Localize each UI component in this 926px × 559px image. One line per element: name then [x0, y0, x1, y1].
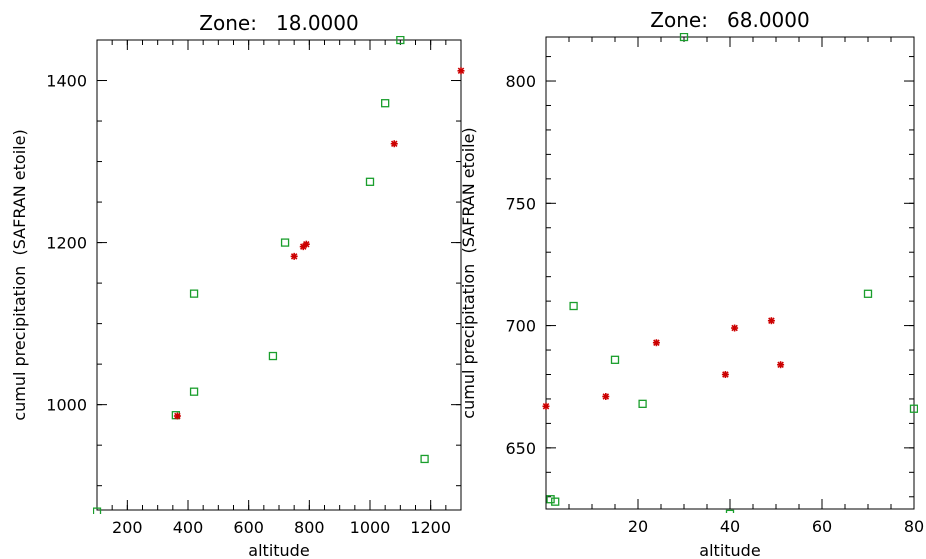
x-tick-label: 20 [628, 517, 648, 536]
x-tick-label: 60 [812, 517, 832, 536]
star-marker-point [302, 240, 310, 248]
plot-frame [96, 39, 462, 511]
x-tick-label: 400 [173, 518, 204, 537]
y-axis-label: cumul precipitation (SAFRAN etoile) [459, 127, 478, 418]
x-tick-label: 40 [720, 517, 740, 536]
star-marker-point [721, 370, 729, 378]
x-tick-label: 1200 [410, 518, 451, 537]
star-marker-point [731, 324, 739, 332]
square-marker-point [396, 36, 405, 45]
square-marker-point [725, 509, 735, 513]
star-marker-point [290, 252, 298, 260]
square-marker-point [189, 289, 199, 298]
chart-title: Zone: 68.0000 [650, 8, 809, 32]
square-marker-point [569, 301, 578, 311]
x-axis-label: altitude [699, 541, 760, 559]
x-tick-label: 600 [233, 518, 264, 537]
square-marker-point [171, 411, 181, 420]
square-marker-point [420, 454, 429, 464]
y-tick-label: 650 [505, 439, 536, 458]
x-axis-label: altitude [248, 541, 309, 559]
square-marker-point [546, 495, 555, 504]
x-tick-label: 1000 [350, 518, 391, 537]
y-tick-label: 750 [505, 194, 536, 213]
square-marker-point [638, 399, 647, 408]
star-marker-point [457, 67, 465, 75]
chart-panel-1: 200 400 600 800 1000 1200 1000 1200 1400 Zone: 18… [10, 11, 465, 559]
y-tick-label: 1200 [46, 234, 87, 253]
square-marker-point [365, 177, 375, 186]
square-marker-point [610, 355, 620, 364]
square-marker-point [679, 33, 689, 42]
star-marker-point [542, 402, 550, 410]
square-marker-point [189, 387, 199, 396]
square-marker-point [863, 289, 873, 298]
square-marker-point [93, 507, 102, 514]
x-tick-label: 80 [904, 517, 924, 536]
star-marker-point [767, 317, 775, 325]
star-marker-point [777, 361, 785, 369]
y-tick-label: 800 [505, 72, 536, 91]
star-marker-point [652, 339, 660, 347]
square-marker-point [268, 351, 278, 361]
star-marker-point [602, 393, 610, 401]
x-tick-label: 200 [112, 518, 143, 537]
star-marker-point [390, 140, 398, 148]
plot-frame [545, 36, 915, 510]
y-tick-label: 700 [505, 317, 536, 336]
star-marker-point [173, 412, 181, 420]
chart-title: Zone: 18.0000 [199, 11, 358, 35]
square-marker-point [909, 404, 918, 413]
x-tick-label: 800 [294, 518, 325, 537]
chart-panel-2: 20 40 60 80 650 700 750 800 Zone: 68.0000 altitud… [459, 8, 924, 559]
square-marker-point [280, 238, 290, 247]
y-tick-label: 1400 [46, 72, 87, 91]
square-marker-point [551, 497, 560, 506]
y-axis-label: cumul precipitation (SAFRAN etoile) [10, 129, 29, 420]
y-tick-label: 1000 [46, 396, 87, 415]
square-marker-point [381, 99, 390, 108]
